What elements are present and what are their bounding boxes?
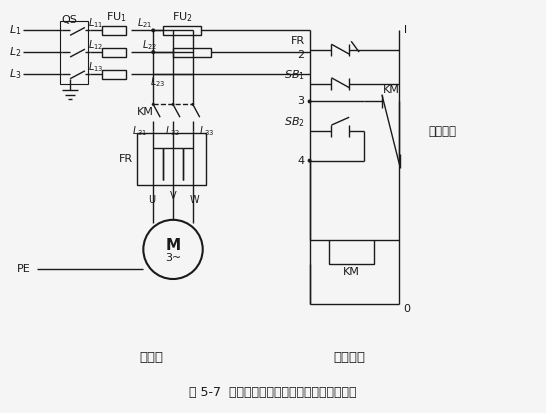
- Bar: [102, 26, 126, 36]
- Text: 主电路: 主电路: [139, 351, 163, 364]
- Text: $L_{32}$: $L_{32}$: [165, 124, 181, 138]
- Text: V: V: [170, 191, 176, 201]
- Text: M: M: [165, 238, 181, 253]
- Text: $L_{12}$: $L_{12}$: [88, 38, 104, 52]
- Text: 3~: 3~: [165, 253, 181, 263]
- Text: 0: 0: [403, 304, 411, 313]
- Text: FU$_1$: FU$_1$: [106, 11, 127, 24]
- Circle shape: [151, 28, 155, 32]
- Text: KM: KM: [343, 267, 360, 277]
- Text: FR: FR: [120, 154, 133, 164]
- Bar: [102, 48, 126, 57]
- Circle shape: [307, 159, 312, 163]
- Text: W: W: [190, 195, 200, 205]
- Text: $L_{33}$: $L_{33}$: [199, 124, 214, 138]
- Circle shape: [151, 50, 155, 54]
- Text: 图 5-7  有过载保护连续控制接触器控制原理图: 图 5-7 有过载保护连续控制接触器控制原理图: [189, 386, 357, 399]
- Text: $L_{23}$: $L_{23}$: [150, 75, 166, 89]
- Text: $L_{13}$: $L_{13}$: [88, 60, 104, 74]
- Text: $L_{31}$: $L_{31}$: [132, 124, 147, 138]
- Bar: [102, 70, 126, 79]
- Text: 自锁触点: 自锁触点: [429, 125, 456, 138]
- Text: $SB_1$: $SB_1$: [284, 68, 305, 82]
- Text: FR: FR: [290, 36, 305, 46]
- Text: $L_{22}$: $L_{22}$: [141, 38, 157, 52]
- Text: 4: 4: [298, 156, 305, 166]
- Circle shape: [191, 103, 194, 106]
- Bar: [329, 240, 374, 264]
- Circle shape: [307, 100, 312, 103]
- Text: l: l: [403, 26, 407, 36]
- Text: U: U: [147, 195, 155, 205]
- Text: FU$_2$: FU$_2$: [171, 11, 192, 24]
- Text: $SB_2$: $SB_2$: [284, 115, 305, 129]
- Text: 3: 3: [298, 96, 305, 107]
- Text: 控制电路: 控制电路: [333, 351, 365, 364]
- Text: $L_1$: $L_1$: [9, 24, 22, 37]
- Bar: [173, 48, 211, 57]
- Text: PE: PE: [17, 264, 31, 274]
- Text: 2: 2: [298, 50, 305, 60]
- Text: $L_{21}$: $L_{21}$: [136, 17, 152, 31]
- Text: KM: KM: [383, 85, 400, 95]
- Text: KM: KM: [136, 107, 153, 117]
- Text: $L_{11}$: $L_{11}$: [88, 17, 104, 31]
- Text: $L_3$: $L_3$: [9, 67, 22, 81]
- Text: QS: QS: [61, 14, 77, 24]
- Bar: [60, 21, 88, 84]
- Circle shape: [152, 103, 155, 106]
- Text: $L_2$: $L_2$: [9, 45, 22, 59]
- Bar: [138, 133, 206, 185]
- Circle shape: [171, 103, 175, 106]
- Bar: [163, 26, 201, 36]
